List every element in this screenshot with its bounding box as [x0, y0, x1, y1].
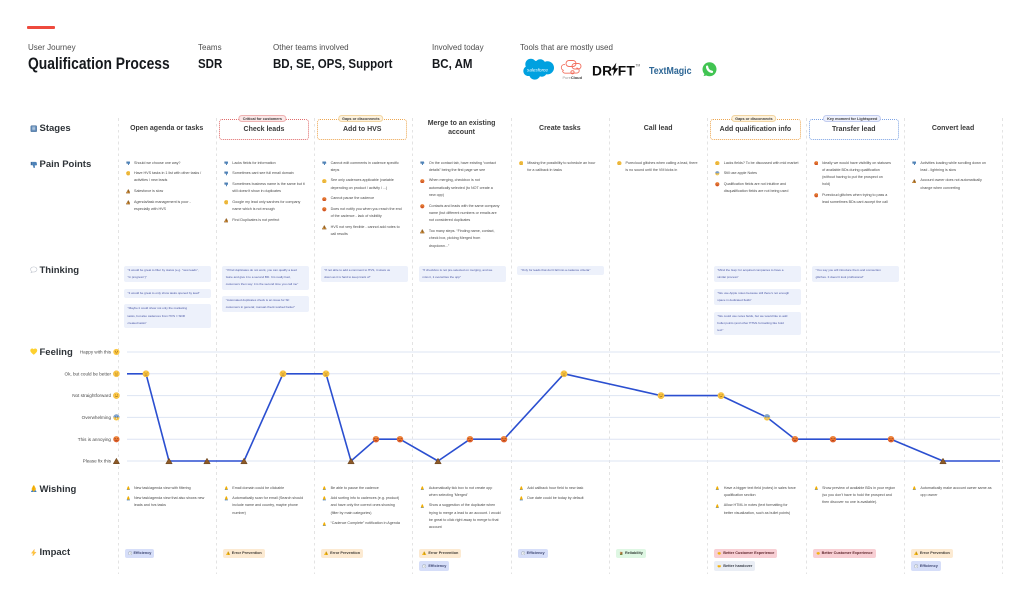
svg-text:Happy with this: Happy with this	[80, 350, 112, 355]
svg-text:TextMagic: TextMagic	[649, 66, 692, 77]
svg-text:TM: TM	[636, 64, 641, 68]
svg-text:Please fix this: Please fix this	[83, 459, 112, 464]
svg-text:Not straightforward: Not straightforward	[72, 393, 111, 398]
svg-text:DR: DR	[592, 64, 612, 79]
svg-text:Ok, but could be better: Ok, but could be better	[65, 371, 112, 376]
svg-text:FT: FT	[618, 64, 636, 79]
svg-text:Overwhelming: Overwhelming	[82, 415, 112, 420]
svg-text:salesforce: salesforce	[527, 68, 548, 73]
svg-text:PureCloud: PureCloud	[563, 75, 583, 80]
svg-text:This is annoying: This is annoying	[78, 437, 112, 442]
